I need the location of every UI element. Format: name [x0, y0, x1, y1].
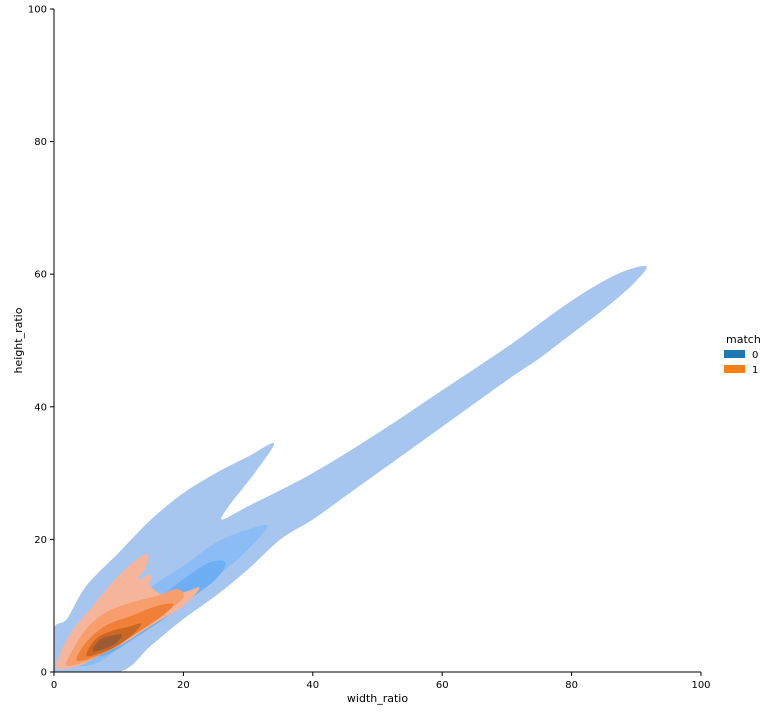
x-tick-label-40: 40 — [306, 680, 319, 691]
legend-label-1: 1 — [752, 365, 758, 376]
legend: match 01 — [724, 333, 761, 376]
y-tick-label-20: 20 — [34, 535, 47, 546]
series-1-contours — [55, 553, 200, 670]
legend-swatch-1 — [724, 365, 745, 373]
y-axis-label: height_ratio — [12, 307, 25, 373]
y-tick-label-100: 100 — [28, 5, 47, 16]
axes: 0 20 40 60 80 100 0 20 40 60 80 100 width_ratio he… — [12, 5, 711, 706]
y-tick-label-0: 0 — [41, 668, 47, 679]
legend-title: match — [726, 333, 761, 346]
x-axis-label: width_ratio — [347, 692, 408, 705]
y-ticks: 0 20 40 60 80 100 — [28, 5, 54, 679]
plot-area — [54, 265, 647, 672]
x-tick-label-60: 60 — [436, 680, 449, 691]
series-1-level-1-region-2 — [109, 553, 149, 592]
series-1-level-5-region-1 — [92, 634, 122, 652]
x-tick-label-0: 0 — [51, 680, 57, 691]
x-tick-label-80: 80 — [565, 680, 578, 691]
y-tick-label-60: 60 — [34, 270, 47, 281]
x-tick-label-20: 20 — [177, 680, 190, 691]
y-tick-label-40: 40 — [34, 402, 47, 413]
legend-swatch-0 — [724, 350, 745, 358]
y-tick-label-80: 80 — [34, 137, 47, 148]
legend-entries: 01 — [724, 350, 758, 376]
legend-label-0: 0 — [752, 350, 758, 361]
x-ticks: 0 20 40 60 80 100 — [51, 672, 711, 691]
x-tick-label-100: 100 — [691, 680, 710, 691]
